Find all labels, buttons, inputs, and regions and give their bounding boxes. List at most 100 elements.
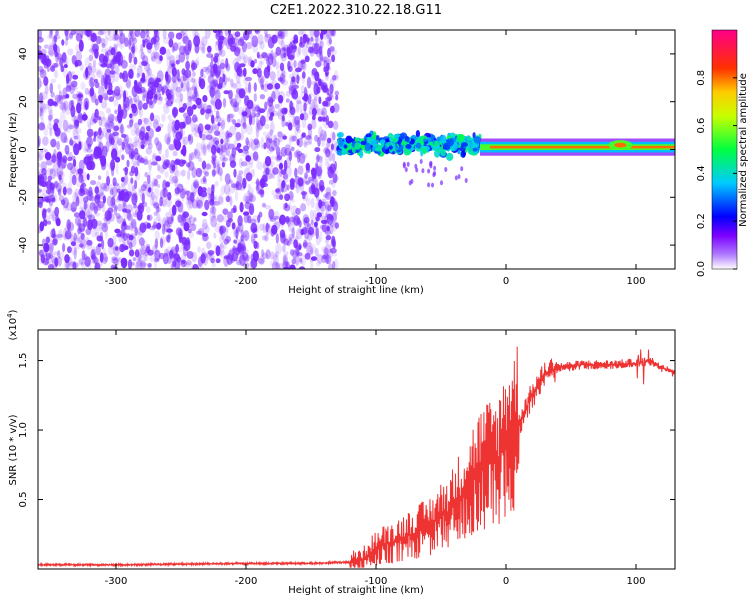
spectrogram-noise-cell <box>86 239 93 246</box>
spectrogram-noise-cell <box>124 225 131 231</box>
spectrogram-noise-cell <box>310 36 314 42</box>
spectrogram-noise-cell <box>250 233 256 244</box>
spectrogram-noise-cell <box>98 95 103 104</box>
spectrogram-noise-cell <box>61 52 67 63</box>
spectrogram-noise-cell <box>259 115 266 127</box>
spectrogram-noise-cell <box>200 42 206 53</box>
spectrogram-noise-cell <box>298 244 302 251</box>
spectrogram-noise-cell <box>75 90 82 102</box>
spectrogram-noise-cell <box>227 33 234 45</box>
spectrogram-noise-cell <box>266 108 274 118</box>
spectrogram-noise-cell <box>291 76 296 83</box>
spectrogram-noise-cell <box>278 162 284 170</box>
spectrogram-noise-cell <box>73 119 78 126</box>
spectrogram-noise-cell <box>123 90 127 102</box>
spectrogram-noise-cell <box>300 58 306 70</box>
spectrogram-noise-cell <box>131 105 139 117</box>
spectrogram-noise-cell <box>278 100 283 107</box>
spectrogram-noise-cell <box>213 56 219 63</box>
spectrogram-noise-cell <box>223 183 231 195</box>
spectrogram-noise-cell <box>58 153 63 164</box>
spectrogram-noise-cell <box>110 47 116 56</box>
spectrogram-noise-cell <box>297 60 304 71</box>
spectrogram-noise-cell <box>298 30 304 36</box>
spectrogram-noise-cell <box>304 135 312 140</box>
spectrogram-noise-cell <box>303 236 308 246</box>
spectrogram-noise-cell <box>279 214 286 226</box>
spectrogram-noise-cell <box>142 38 149 43</box>
spectrogram-noise-cell <box>283 266 290 269</box>
spectrogram-noise-cell <box>252 238 256 244</box>
spectrogram-noise-cell <box>86 173 90 181</box>
spectrogram-noise-cell <box>95 35 102 45</box>
spectrogram-noise-cell <box>175 59 180 65</box>
spectrogram-noise-cell <box>44 251 48 257</box>
colorbar-axes: 0.00.20.40.60.8 <box>696 29 738 277</box>
spectrogram-noise-cell <box>307 241 312 247</box>
spectrogram-noise-cell <box>119 229 125 239</box>
spectrogram-noise-cell <box>316 196 320 202</box>
spectrogram-noise-cell <box>50 256 58 264</box>
spectrogram-noise-cell <box>107 36 113 42</box>
spectrogram-noise-cell <box>269 121 275 133</box>
spectrogram-noise-cell <box>192 263 198 269</box>
spectrogram-noise-cell <box>306 245 314 255</box>
spectrogram-noise-cell <box>237 55 241 61</box>
spectrogram-noise-cell <box>133 190 139 201</box>
spectrogram-noise-cell <box>47 123 54 130</box>
spectrogram-band-cell <box>421 168 425 174</box>
spectrogram-noise-cell <box>88 62 93 71</box>
spectrogram-noise-cell <box>316 172 320 178</box>
spectrogram-noise-cell <box>261 249 265 257</box>
spectrogram-noise-cell <box>244 82 250 93</box>
spectrogram-noise-cell <box>291 258 297 265</box>
spectrogram-noise-cell <box>152 195 158 207</box>
spectrogram-noise-cell <box>279 76 284 84</box>
spectrogram-noise-cell <box>300 203 307 212</box>
spectrogram-noise-cell <box>288 217 295 226</box>
spectrogram-noise-cell <box>185 115 192 125</box>
spectrogram-noise-cell <box>105 132 110 141</box>
spectrogram-noise-cell <box>204 30 211 39</box>
spectrogram-noise-cell <box>255 185 259 191</box>
spectrogram-noise-cell <box>61 101 67 113</box>
spectrogram-noise-cell <box>52 162 59 173</box>
spectrogram-noise-cell <box>287 54 295 60</box>
spectrogram-noise-cell <box>201 36 208 47</box>
spectrogram-noise-cell <box>198 157 203 162</box>
spectrogram-noise-cell <box>42 219 48 227</box>
spectrogram-noise-cell <box>87 259 92 269</box>
spectrogram-noise-cell <box>250 108 256 117</box>
spectrogram-noise-cell <box>232 101 238 113</box>
spectrogram-band-cell <box>405 144 412 149</box>
spectrogram-noise-cell <box>82 104 90 111</box>
spectrogram-noise-cell <box>250 194 256 203</box>
spectrogram-noise-cell <box>224 226 229 233</box>
spectrogram-noise-cell <box>67 181 73 193</box>
spectrogram-noise-cell <box>147 68 153 76</box>
spectrogram-noise-cell <box>231 222 236 230</box>
spectrogram-noise-cell <box>332 252 338 257</box>
spectrogram-noise-cell <box>217 122 221 127</box>
spectrogram-noise-cell <box>232 82 237 89</box>
spectrogram-noise-cell <box>200 134 207 141</box>
spectrogram-noise-cell <box>304 34 311 43</box>
spectrogram-noise-cell <box>201 139 206 151</box>
spectrogram-noise-cell <box>221 161 225 168</box>
spectrogram-noise-cell <box>96 70 103 78</box>
spectrogram-noise-cell <box>111 165 115 177</box>
spectrogram-noise-cell <box>73 212 81 218</box>
spectrogram-noise-cell <box>146 222 151 229</box>
spectrogram-noise-cell <box>287 122 293 131</box>
spectrogram-noise-cell <box>201 247 206 255</box>
spectrogram-noise-cell <box>134 192 138 201</box>
spectrogram-noise-cell <box>101 239 105 250</box>
spectrogram-noise-cell <box>42 238 46 246</box>
spectrogram-noise-cell <box>197 186 203 197</box>
spectrogram-noise-cell <box>330 131 336 143</box>
spectrogram-noise-cell <box>273 210 280 220</box>
spectrogram-noise-cell <box>140 51 145 61</box>
spectrogram-noise-cell <box>257 119 264 131</box>
spectrogram-band-cell <box>470 144 478 149</box>
spectrogram-noise-cell <box>282 173 289 180</box>
